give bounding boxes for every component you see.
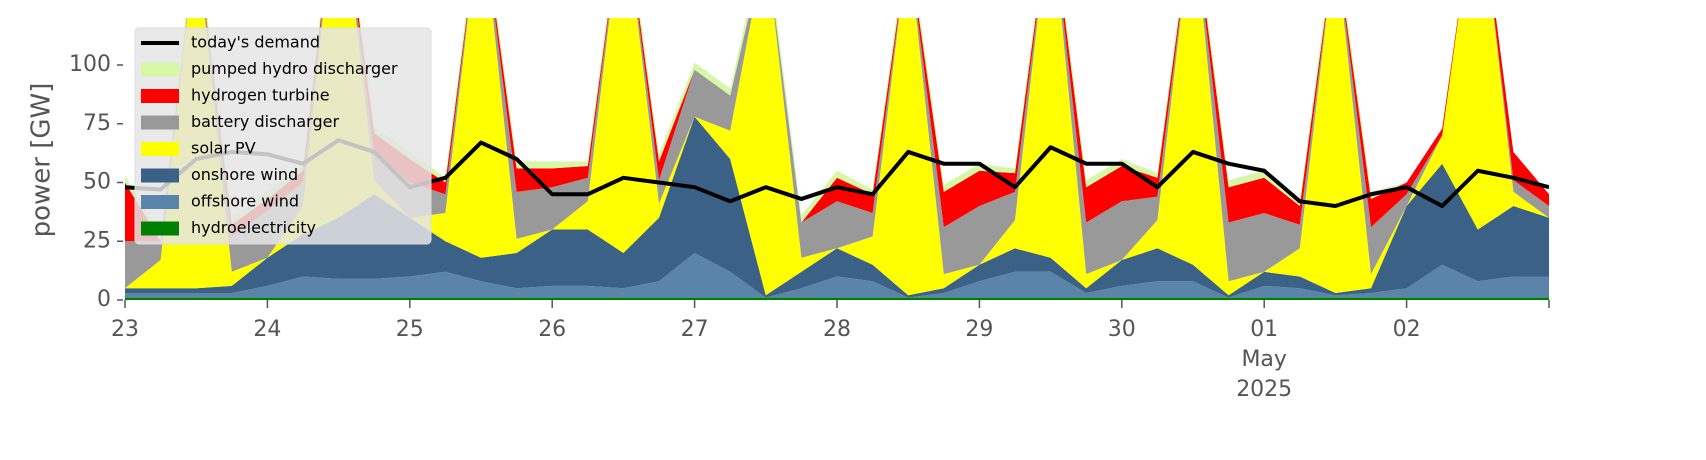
x-tick-label: 23: [111, 317, 139, 342]
legend-label: battery discharger: [191, 112, 339, 131]
y-tick-label: 75: [83, 111, 111, 136]
y-tick-label: 0: [97, 287, 111, 312]
legend-label: pumped hydro discharger: [191, 59, 398, 78]
legend-swatch: [141, 221, 179, 236]
axes: 0 25 50 75 100 23 24 25 26 27 28 29 30 01 May 2025 02: [69, 52, 1550, 402]
legend-label: onshore wind: [191, 165, 298, 184]
x-tick-label: 25: [396, 317, 424, 342]
legend-swatch: [141, 115, 179, 130]
area: [125, 18, 1549, 296]
legend-swatch: [141, 142, 179, 156]
legend-swatch: [141, 168, 179, 183]
y-axis-label: power [GW]: [27, 83, 57, 238]
x-tick-label: 26: [538, 317, 566, 342]
legend-box: [134, 27, 432, 245]
legend-label: solar PV: [191, 139, 256, 158]
x-tick-label: 28: [823, 317, 851, 342]
area: [125, 253, 1549, 298]
x-tick-label: 27: [681, 317, 709, 342]
x-tick-label: 01 May 2025: [1236, 317, 1292, 402]
x-tick-label: 24: [253, 317, 281, 342]
legend-label: hydrogen turbine: [191, 86, 330, 105]
plot-area: [125, 18, 1549, 300]
y-tick-label: 100: [69, 52, 111, 77]
legend-label: hydroelectricity: [191, 218, 316, 237]
area: [125, 297, 1549, 300]
legend-label: today's demand: [191, 33, 320, 52]
legend-swatch: [141, 195, 179, 209]
x-tick-label: 29: [965, 317, 993, 342]
y-tick-label: 25: [83, 228, 111, 253]
legend-swatch: [141, 62, 179, 77]
area: [125, 18, 1549, 289]
x-tick-label: 30: [1108, 317, 1136, 342]
y-tick-label: 50: [83, 170, 111, 195]
x-tick-label: 02: [1393, 317, 1421, 342]
legend-label: offshore wind: [191, 192, 299, 211]
legend: today's demand pumped hydro discharger hyd…: [134, 27, 432, 245]
area: [125, 18, 1549, 242]
legend-swatch: [141, 89, 179, 103]
area: [125, 116, 1549, 298]
